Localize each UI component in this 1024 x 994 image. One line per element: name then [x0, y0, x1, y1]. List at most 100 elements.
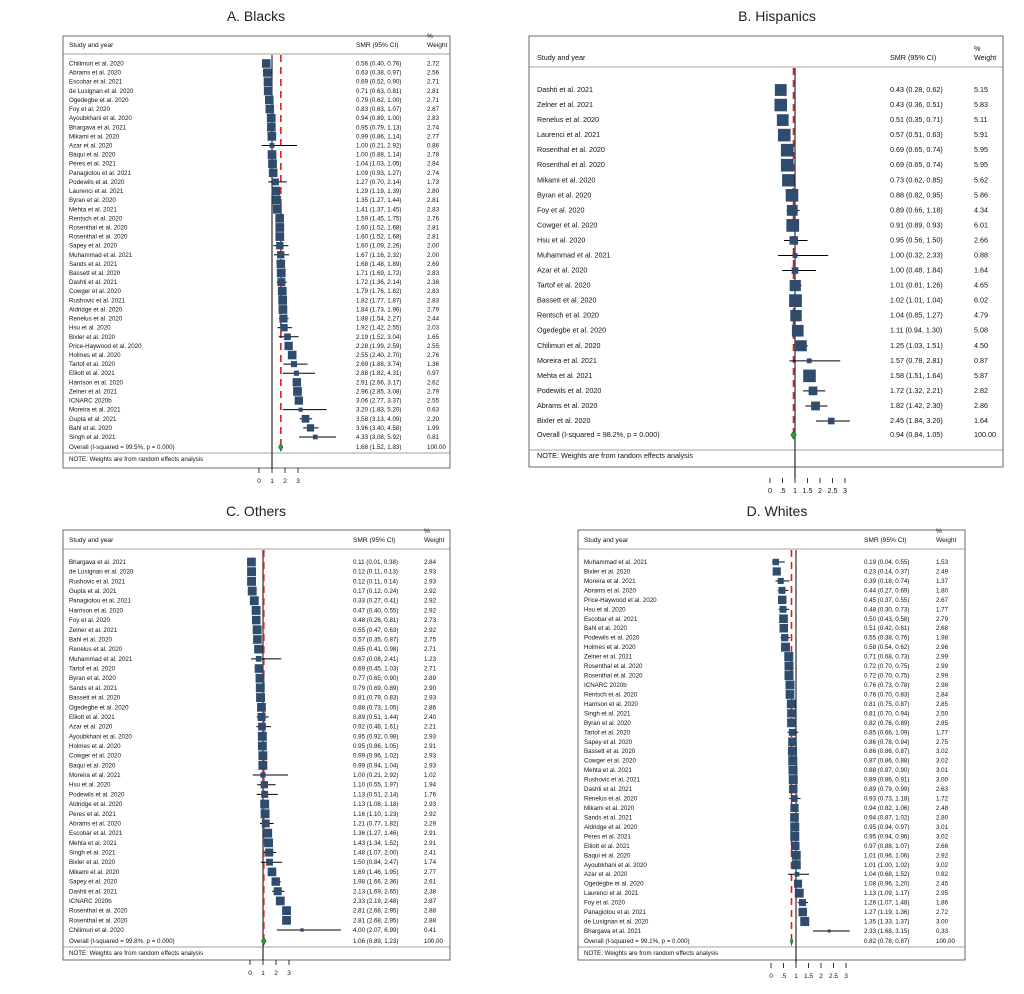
study-ci: 0.44 (0.27, 0.69): [864, 587, 909, 594]
study-weight: 1.23: [424, 656, 437, 663]
study-label: Zelner et al. 2021: [537, 100, 593, 109]
overall-ci: 1.06 (0.89, 1.23): [353, 938, 398, 945]
study-point: [787, 709, 796, 718]
col-header-weight: Weight: [974, 53, 996, 62]
study-point: [811, 401, 820, 411]
x-tick-label: 0: [769, 973, 773, 980]
study-point: [306, 424, 315, 432]
study-weight: 2.98: [936, 682, 949, 689]
study-weight: 2.92: [424, 627, 437, 634]
study-label: Mikami et al. 2020: [584, 805, 635, 812]
study-ci: 0.65 (0.41, 0.98): [353, 646, 398, 653]
study-weight: 2.68: [936, 625, 949, 632]
study-ci: 0.63 (0.38, 0.97): [356, 70, 401, 77]
study-label: Rushovic et al. 2021: [69, 578, 126, 585]
overall-ci: 0.94 (0.84, 1.05): [890, 430, 943, 439]
study-weight: 5.62: [974, 175, 988, 184]
study-weight: 2.91: [424, 830, 437, 837]
study-weight: 2.66: [936, 843, 949, 850]
x-tick-label: .5: [780, 486, 786, 495]
study-point: [790, 795, 798, 802]
study-weight: 2.20: [427, 416, 440, 423]
study-ci: 0.85 (0.66, 1.09): [864, 729, 909, 736]
study-point: [788, 775, 798, 785]
study-weight: 2.91: [424, 743, 437, 750]
study-point: [278, 295, 288, 305]
study-weight: 1.72: [936, 796, 949, 803]
study-label: Cowger et al. 2020: [584, 758, 636, 765]
study-weight: 0.81: [427, 434, 440, 441]
study-weight: 2.61: [424, 879, 437, 886]
study-label: Cowger et al. 2020: [537, 220, 597, 229]
study-label: Ayoubkhani et al. 2020: [69, 115, 132, 122]
study-point: [251, 615, 261, 625]
study-label: Renelus et al. 2020: [537, 115, 599, 124]
study-ci: 1.60 (1.09, 2.26): [356, 243, 401, 250]
study-weight: 2.79: [936, 616, 949, 623]
study-label: Sapey et al. 2020: [69, 879, 118, 886]
study-label: Tartof et al. 2020: [69, 361, 116, 368]
study-point: [778, 586, 786, 594]
study-label: Panagiotou et al. 2021: [69, 170, 131, 177]
study-weight: 2.44: [427, 316, 440, 323]
study-ci: 0.86 (0.78, 0.94): [864, 739, 909, 746]
study-point: [806, 358, 812, 364]
study-weight: 2.55: [427, 398, 440, 405]
study-label: Azar et al. 2020: [584, 871, 628, 878]
study-label: Aldridge et al. 2020: [69, 306, 123, 313]
study-weight: 2.93: [424, 762, 437, 769]
col-header-smr: SMR (95% CI): [353, 537, 396, 544]
col-header-smr: SMR (95% CI): [864, 537, 907, 544]
study-label: Rosenthal et al. 2020: [69, 917, 128, 924]
study-weight: 1.98: [936, 635, 949, 642]
study-label: Ayoubkhani et al. 2020: [69, 733, 132, 740]
study-point: [792, 253, 798, 258]
study-point: [261, 59, 271, 68]
study-weight: 2.62: [427, 379, 440, 386]
study-point: [293, 370, 299, 376]
study-weight: 1.74: [424, 859, 437, 866]
study-label: Tartof et al. 2020: [69, 666, 116, 673]
study-weight: 2.79: [427, 306, 440, 313]
study-label: Escobar et al. 2021: [584, 616, 638, 623]
study-point: [263, 828, 273, 838]
study-label: Rosenthal et al. 2020: [537, 160, 605, 169]
study-point: [279, 314, 288, 323]
study-ci: 0.71 (0.68, 0.73): [864, 654, 909, 661]
study-ci: 1.41 (1.37, 1.45): [356, 206, 401, 213]
study-label: ICNARC 2020b: [584, 682, 627, 689]
study-ci: 0.89 (0.51, 1.44): [353, 714, 398, 721]
study-label: Rosenthal et al. 2020: [69, 908, 128, 915]
x-tick-label: 2: [283, 478, 287, 485]
study-ci: 2.96 (2.85, 3.08): [356, 388, 401, 395]
panel-border: [577, 529, 966, 961]
study-point: [774, 84, 787, 96]
study-label: Chilimuri et al. 2020: [69, 61, 124, 68]
study-label: Holmes et al. 2020: [69, 743, 121, 750]
x-tick-label: 0: [257, 478, 261, 485]
study-ci: 0.88 (0.82, 0.95): [890, 190, 943, 199]
x-tick-label: 0: [248, 970, 252, 977]
study-ci: 0.12 (0.11, 0.13): [353, 569, 398, 576]
study-label: Mikami et al. 2020: [69, 133, 120, 140]
study-weight: 2.90: [424, 685, 437, 692]
study-point: [782, 174, 795, 187]
study-point: [278, 305, 288, 314]
study-label: Laurenci et al. 2021: [584, 890, 639, 897]
study-label: Bixler et al. 2020: [537, 416, 591, 425]
study-label: Rushovic et al. 2021: [584, 777, 641, 784]
study-weight: 2.48: [936, 805, 949, 812]
study-label: Elliott et al. 2021: [69, 370, 115, 377]
overall-weight: 100.00: [936, 938, 955, 945]
study-weight: 2.84: [427, 161, 440, 168]
study-ci: 0.58 (0.54, 0.62): [864, 644, 909, 651]
study-point: [788, 728, 796, 736]
x-tick-label: 2.5: [829, 973, 838, 980]
study-ci: 1.00 (0.88, 1.14): [356, 152, 401, 159]
study-weight: 0.87: [974, 356, 988, 365]
study-weight: 3.02: [936, 748, 949, 755]
study-weight: 2.92: [424, 588, 437, 595]
study-ci: 3.06 (2.77, 3.37): [356, 398, 401, 405]
study-ci: 1.02 (1.01, 1.04): [890, 296, 943, 305]
study-ci: 0.12 (0.11, 0.14): [353, 578, 398, 585]
